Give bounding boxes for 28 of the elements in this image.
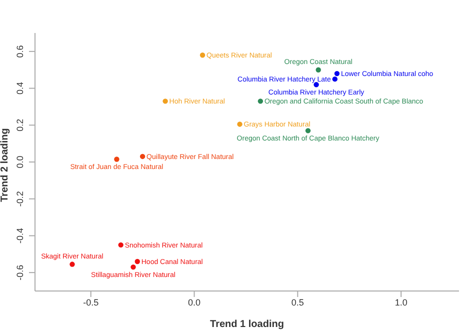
point	[332, 76, 338, 82]
y-tick-label: -0.2	[15, 191, 25, 207]
y-tick-label: -0.6	[15, 264, 25, 280]
point	[305, 128, 311, 134]
x-axis-title: Trend 1 loading	[210, 319, 284, 330]
point	[316, 67, 321, 72]
x-tick-label: 0.5	[291, 297, 304, 308]
point	[70, 262, 75, 267]
point	[140, 154, 146, 160]
point	[114, 156, 120, 162]
point	[334, 70, 340, 76]
x-tick-label: 0.0	[188, 297, 201, 308]
point	[162, 98, 168, 104]
y-tick-label: 0.6	[15, 45, 25, 58]
y-tick-label: 0.2	[15, 118, 25, 132]
point	[134, 258, 140, 264]
point	[200, 52, 206, 58]
y-tick-label: 0.0	[15, 156, 25, 168]
y-axis-title: Trend 2 loading	[0, 128, 11, 202]
point	[314, 82, 319, 88]
x-tick-label: 1.0	[394, 297, 408, 308]
point	[130, 264, 136, 270]
y-tick-label: -0.4	[15, 228, 25, 244]
y-tick-label: 0.4	[15, 82, 25, 95]
point	[237, 122, 242, 127]
point	[118, 242, 124, 248]
x-tick-label: -0.5	[83, 297, 99, 308]
point	[258, 98, 264, 104]
